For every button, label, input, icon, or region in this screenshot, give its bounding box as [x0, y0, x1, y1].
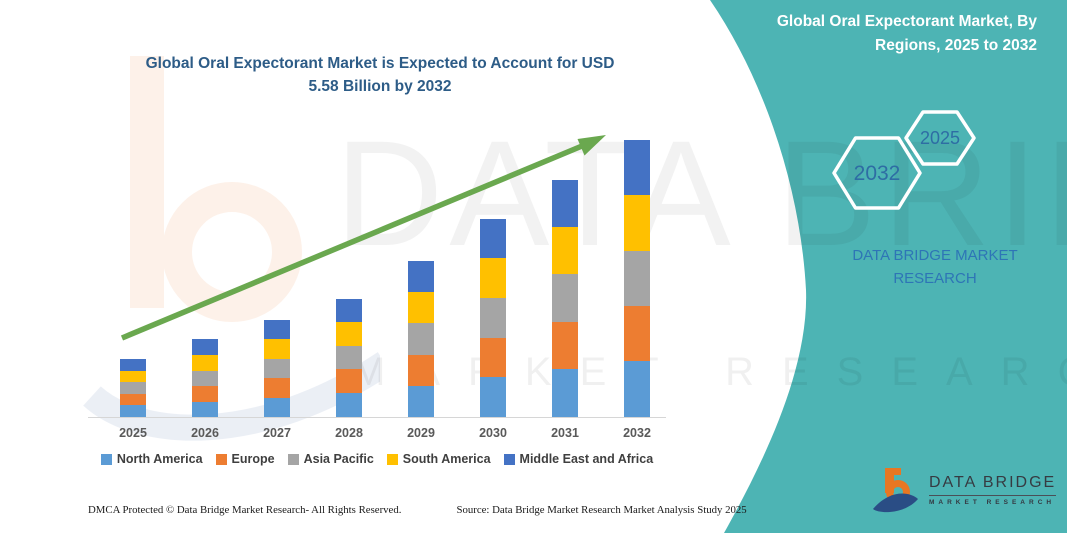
x-axis-label-2029: 2029 — [407, 426, 435, 440]
bar-segment-south-america — [120, 370, 146, 383]
x-axis-label-2028: 2028 — [335, 426, 363, 440]
legend-swatch — [100, 453, 112, 465]
bar-segment-asia-pacific — [408, 323, 434, 355]
legend-item-europe: Europe — [215, 452, 275, 466]
bar-segment-north-america — [192, 401, 218, 417]
bar-segment-north-america — [552, 369, 578, 417]
legend-label: North America — [116, 452, 203, 466]
bar-segment-south-america — [480, 258, 506, 298]
legend-swatch — [287, 453, 299, 465]
legend-swatch — [215, 453, 227, 465]
x-axis-line — [88, 417, 666, 418]
chart-title: Global Oral Expectorant Market is Expect… — [95, 52, 665, 99]
bar-segment-south-america — [552, 226, 578, 275]
panel-heading-line2: Regions, 2025 to 2032 — [875, 37, 1037, 55]
legend-item-asia-pacific: Asia Pacific — [287, 452, 374, 466]
legend-label: Asia Pacific — [303, 452, 374, 466]
bar-segment-europe — [480, 337, 506, 378]
hexagon-2032 — [832, 136, 922, 210]
hexagon-2025-label: 2025 — [920, 128, 960, 148]
x-axis-label-2027: 2027 — [263, 426, 291, 440]
bar-segment-asia-pacific — [552, 274, 578, 322]
bar-segment-middle-east-and-africa — [192, 339, 218, 355]
bar-segment-europe — [624, 305, 650, 362]
bar-segment-middle-east-and-africa — [624, 140, 650, 196]
chart-title-line2: 5.58 Billion by 2032 — [308, 78, 452, 96]
legend-label: Europe — [231, 452, 275, 466]
bar-segment-asia-pacific — [120, 382, 146, 394]
bar-segment-asia-pacific — [624, 250, 650, 306]
bar-segment-europe — [264, 377, 290, 398]
bar-2031 — [552, 179, 578, 417]
legend-item-north-america: North America — [100, 452, 203, 466]
bar-segment-south-america — [264, 338, 290, 359]
bar-segment-north-america — [624, 361, 650, 417]
bar-2029 — [408, 260, 434, 417]
bar-segment-south-america — [624, 195, 650, 251]
footer-dmca-text: DMCA Protected © Data Bridge Market Rese… — [88, 504, 402, 516]
legend-swatch — [386, 453, 398, 465]
chart-title-line1: Global Oral Expectorant Market is Expect… — [145, 55, 615, 72]
bar-segment-north-america — [120, 405, 146, 417]
x-axis-label-2032: 2032 — [623, 426, 651, 440]
bar-segment-middle-east-and-africa — [264, 319, 290, 339]
hexagon-badges: 2032 2025 — [832, 110, 976, 210]
bar-segment-south-america — [408, 292, 434, 324]
bar-segment-asia-pacific — [480, 297, 506, 338]
x-axis-label-2025: 2025 — [119, 426, 147, 440]
bar-segment-north-america — [408, 385, 434, 417]
x-axis-label-2026: 2026 — [191, 426, 219, 440]
bar-segment-asia-pacific — [336, 346, 362, 370]
bar-2030 — [480, 219, 506, 417]
bar-segment-north-america — [336, 393, 362, 417]
legend-item-south-america: South America — [386, 452, 491, 466]
bar-segment-north-america — [480, 377, 506, 417]
data-bridge-logo-text: DATA BRIDGE MARKET RESEARCH — [929, 474, 1057, 506]
data-bridge-logo: DATA BRIDGE MARKET RESEARCH — [872, 465, 1057, 515]
panel-heading-line1: Global Oral Expectorant Market, By — [776, 13, 1037, 30]
logo-tagline: MARKET RESEARCH — [929, 499, 1056, 506]
bar-segment-europe — [192, 386, 218, 402]
bar-2032 — [624, 140, 650, 417]
x-axis-label-2030: 2030 — [479, 426, 507, 440]
legend-item-middle-east-and-africa: Middle East and Africa — [503, 452, 654, 466]
legend-label: Middle East and Africa — [519, 452, 654, 466]
bar-segment-middle-east-and-africa — [408, 260, 434, 293]
bar-segment-middle-east-and-africa — [552, 179, 578, 227]
bar-segment-south-america — [336, 322, 362, 347]
bar-segment-middle-east-and-africa — [336, 299, 362, 323]
footer: DMCA Protected © Data Bridge Market Rese… — [88, 504, 747, 516]
x-axis-label-2031: 2031 — [551, 426, 579, 440]
bar-segment-europe — [408, 354, 434, 386]
panel-brand-text: DATA BRIDGE MARKET RESEARCH — [852, 247, 1018, 288]
panel-heading: Global Oral Expectorant Market, By Regio… — [717, 10, 1037, 58]
bar-segment-north-america — [264, 397, 290, 417]
bar-2025 — [120, 359, 146, 417]
watermark-text-market-research: MARKET RESEARCH — [352, 350, 1067, 394]
data-bridge-logo-mark — [873, 468, 918, 513]
chart-legend: North America Europe Asia Pacific South Ame… — [88, 452, 666, 466]
bar-segment-middle-east-and-africa — [480, 219, 506, 259]
bar-segment-europe — [120, 393, 146, 406]
bar-segment-south-america — [192, 354, 218, 371]
legend-swatch — [503, 453, 515, 465]
hexagon-2025 — [904, 110, 976, 166]
bar-2026 — [192, 339, 218, 417]
bar-segment-europe — [336, 369, 362, 394]
logo-name: DATA BRIDGE — [929, 474, 1057, 496]
bar-segment-middle-east-and-africa — [120, 359, 146, 371]
footer-source-text: Source: Data Bridge Market Research Mark… — [456, 504, 747, 516]
bar-segment-europe — [552, 321, 578, 370]
bar-2027 — [264, 319, 290, 417]
bar-segment-asia-pacific — [192, 370, 218, 387]
bar-segment-asia-pacific — [264, 358, 290, 378]
legend-label: South America — [402, 452, 491, 466]
hexagon-2032-label: 2032 — [854, 162, 901, 185]
bar-2028 — [336, 299, 362, 417]
